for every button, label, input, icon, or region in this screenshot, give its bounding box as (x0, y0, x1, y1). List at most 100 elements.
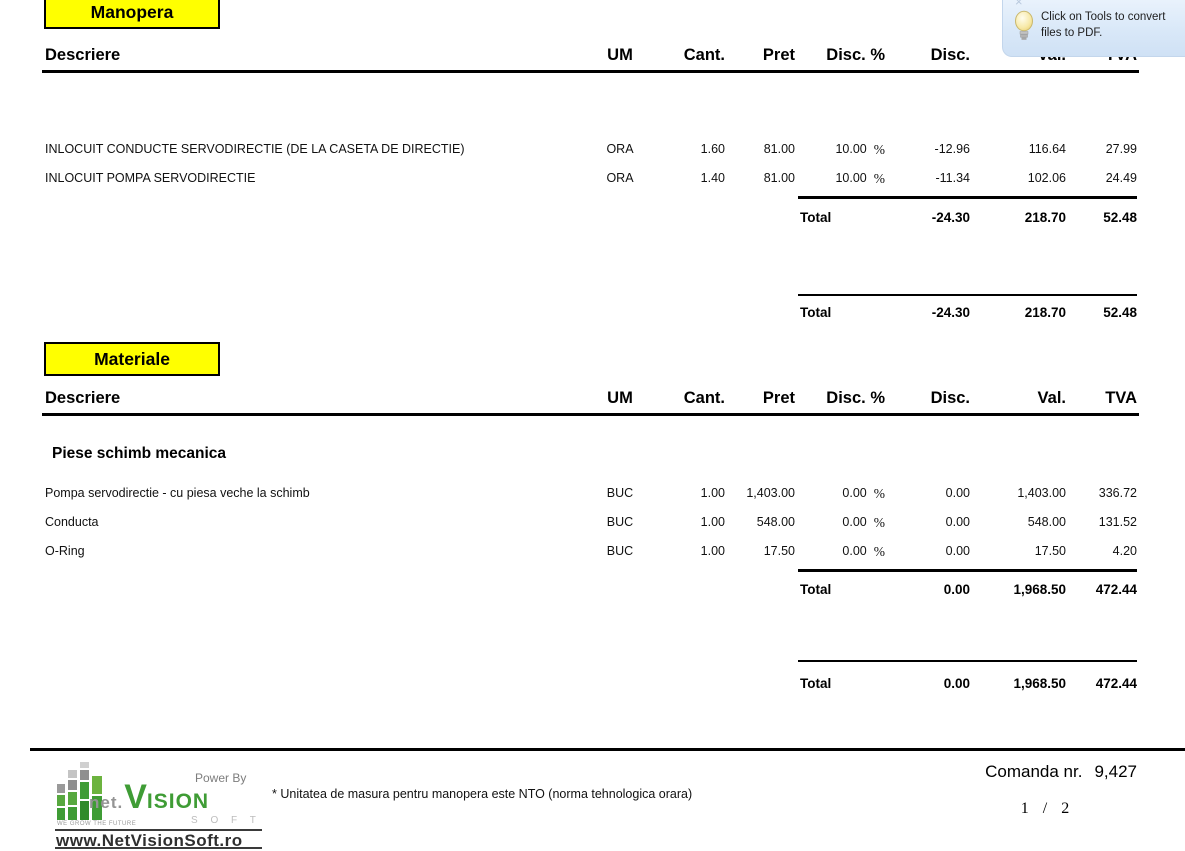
section-title: Materiale (94, 349, 170, 369)
total-tva: 52.48 (1103, 305, 1137, 320)
total-disc: 0.00 (943, 676, 970, 691)
percent-sign: % (873, 486, 885, 501)
order-number-line: Comanda nr. 9,427 (985, 762, 1137, 782)
cell-tva: 131.52 (1098, 515, 1137, 529)
cell-um: BUC (606, 486, 634, 500)
cell-disc-pct: 10.00% (835, 171, 885, 186)
page-current: 1 (1020, 800, 1029, 817)
cell-disc: 0.00 (945, 486, 970, 500)
section-tag-manopera: Manopera (44, 0, 220, 29)
total-label: Total (800, 305, 832, 320)
cell-cant: 1.00 (700, 544, 725, 558)
brand-tagline: WE GROW THE FUTURE (57, 821, 137, 827)
col-header-disc-pct: Disc. % (826, 46, 885, 64)
cell-disc: -11.34 (935, 171, 970, 185)
total-label: Total (800, 676, 832, 691)
cell-disc: 0.00 (945, 544, 970, 558)
col-header-um: UM (607, 389, 633, 407)
total-val: 218.70 (1024, 305, 1066, 320)
total-tva: 52.48 (1103, 210, 1137, 225)
page-total: 2 (1061, 800, 1070, 817)
subtotal-rule (798, 569, 1137, 572)
cell-pret: 1,403.00 (746, 486, 795, 500)
col-header-pret: Pret (762, 46, 795, 64)
order-number-label: Comanda nr. (985, 762, 1083, 781)
cell-descriere: Conducta (45, 515, 99, 529)
col-header-disc-pct: Disc. % (826, 389, 885, 407)
col-header-cant: Cant. (683, 389, 725, 407)
cell-um: ORA (606, 171, 634, 185)
table-row: INLOCUIT CONDUCTE SERVODIRECTIE (DE LA C… (45, 141, 1137, 157)
cell-pret: 548.00 (756, 515, 795, 529)
cell-tva: 4.20 (1112, 544, 1137, 558)
cell-um: ORA (606, 142, 634, 156)
cell-cant: 1.40 (700, 171, 725, 185)
table-header-manopera: Descriere UM Cant. Pret Disc. % Disc. Va… (45, 46, 1137, 65)
cell-descriere: Pompa servodirectie - cu piesa veche la … (45, 486, 310, 500)
percent-sign: % (873, 544, 885, 559)
close-icon[interactable]: × (1015, 0, 1023, 9)
col-header-pret: Pret (762, 389, 795, 407)
section-tag-materiale: Materiale (44, 342, 220, 376)
total-disc: -24.30 (931, 305, 970, 320)
cell-descriere: INLOCUIT POMPA SERVODIRECTIE (45, 171, 256, 185)
cell-descriere: O-Ring (45, 544, 85, 558)
logo-url-link[interactable]: www.NetVisionSoft.ro (56, 831, 243, 850)
cell-tva: 336.72 (1098, 486, 1137, 500)
total-disc: -24.30 (931, 210, 970, 225)
netvision-logo: Power By net. V ISION S O F T WE GROW TH… (55, 760, 265, 850)
col-header-cant: Cant. (683, 46, 725, 64)
brand-net: net. (89, 793, 124, 812)
header-rule (42, 413, 1139, 416)
cell-val: 116.64 (1028, 142, 1066, 156)
total-label: Total (800, 210, 832, 225)
table-row: INLOCUIT POMPA SERVODIRECTIE ORA 1.40 81… (45, 170, 1137, 186)
table-row: Conducta BUC 1.00 548.00 0.00% 0.00 548.… (45, 514, 1137, 530)
brand-wordmark: net. V ISION (89, 778, 210, 816)
header-rule (42, 70, 1139, 73)
cell-um: BUC (606, 544, 634, 558)
table-header-materiale: Descriere UM Cant. Pret Disc. % Disc. Va… (45, 389, 1137, 408)
cell-pret: 81.00 (763, 171, 795, 185)
logo-divider (55, 847, 262, 849)
col-header-disc: Disc. (930, 389, 970, 407)
cell-disc-pct: 0.00% (842, 515, 885, 530)
page-separator: / (1042, 800, 1048, 817)
total-label: Total (800, 582, 832, 597)
total-disc: 0.00 (943, 582, 970, 597)
cell-tva: 27.99 (1105, 142, 1137, 156)
group-title: Piese schimb mecanica (52, 445, 227, 462)
total-tva: 472.44 (1095, 582, 1137, 597)
col-header-descriere: Descriere (45, 46, 121, 64)
brand-ision: ISION (146, 790, 210, 813)
total-row-manopera: Total -24.30 218.70 52.48 (800, 305, 1137, 320)
cell-val: 102.06 (1027, 171, 1066, 185)
cell-disc: -12.96 (934, 142, 970, 156)
table-row: Pompa servodirectie - cu piesa veche la … (45, 485, 1137, 501)
cell-tva: 24.49 (1105, 171, 1137, 185)
cell-cant: 1.00 (700, 515, 725, 529)
brand-v: V (124, 778, 147, 816)
total-val: 218.70 (1024, 210, 1066, 225)
col-header-disc: Disc. (930, 46, 970, 64)
measure-unit-footnote: * Unitatea de masura pentru manopera est… (272, 787, 693, 801)
pdf-convert-tooltip[interactable]: × Click on Tools to convert files to PDF… (1002, 0, 1185, 57)
cell-disc: 0.00 (945, 515, 970, 529)
cell-cant: 1.60 (700, 142, 725, 156)
percent-sign: % (873, 142, 885, 157)
cell-val: 1,403.00 (1017, 486, 1066, 500)
cell-disc-pct: 10.00% (835, 142, 885, 157)
percent-sign: % (873, 171, 885, 186)
total-tva: 472.44 (1095, 676, 1137, 691)
col-header-um: UM (607, 46, 633, 64)
subtotal-row-materiale: Total 0.00 1,968.50 472.44 (800, 582, 1137, 597)
total-val: 1,968.50 (1013, 582, 1066, 597)
col-header-descriere: Descriere (45, 389, 121, 407)
cell-disc-pct: 0.00% (842, 486, 885, 501)
cell-cant: 1.00 (700, 486, 725, 500)
cell-val: 548.00 (1027, 515, 1066, 529)
cell-pret: 17.50 (763, 544, 795, 558)
section-title: Manopera (90, 2, 174, 22)
cell-disc-pct: 0.00% (842, 544, 885, 559)
table-row: O-Ring BUC 1.00 17.50 0.00% 0.00 17.50 4… (45, 543, 1137, 559)
